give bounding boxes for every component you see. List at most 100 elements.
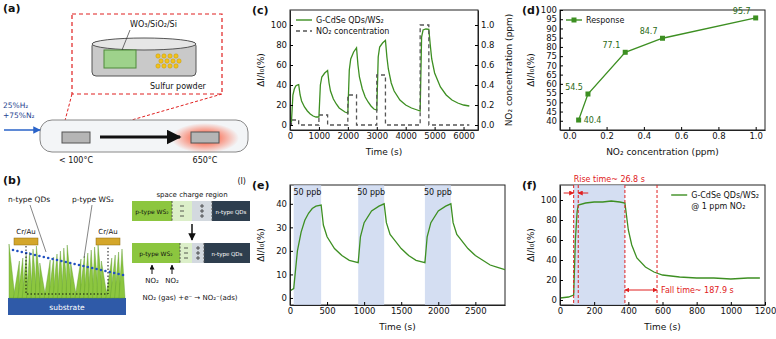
tick: 0.2 (600, 127, 614, 141)
exposure-band (358, 185, 384, 305)
tick: 0.6 (675, 127, 689, 141)
tick-mark (560, 10, 563, 11)
tick: 2000 (338, 127, 360, 141)
tick: 85 (546, 33, 563, 43)
y-axis: 404550556065707580859095100 (541, 5, 563, 130)
quantum-dot (69, 262, 72, 265)
boat (191, 132, 219, 143)
sulfur-grain (159, 59, 163, 63)
series-line (579, 18, 756, 120)
tick-mark (290, 251, 293, 252)
tick: 400 (621, 302, 637, 316)
tick-mark (290, 125, 293, 126)
tick-mark (475, 65, 478, 66)
tick-label: 1000 (721, 306, 743, 316)
p-region (132, 243, 180, 263)
tick: 80 (276, 40, 293, 50)
figure-root: (a)WO₃/SiO₂/SiSulfur powder25%H₂+75%N₂< … (0, 0, 776, 339)
panel-label: (c) (252, 4, 269, 17)
depletion-minus (172, 201, 192, 221)
tick-mark (319, 127, 320, 130)
tick-mark (560, 28, 563, 29)
tick-label: 1500 (391, 306, 413, 316)
current-path (26, 246, 108, 294)
quartz-tube (40, 120, 248, 152)
quantum-dot (78, 264, 81, 267)
tick: 80 (546, 42, 563, 52)
depletion-plus (192, 243, 204, 263)
tick-label: 0 (282, 120, 287, 130)
tick: 500 (319, 302, 335, 316)
x-axis-title: NO₂ concentration (ppm) (606, 147, 719, 157)
x-axis-title: Time (s) (378, 322, 416, 332)
tick: 40 (276, 80, 293, 90)
tick: 60 (276, 60, 293, 70)
data-point (585, 92, 590, 97)
gas-arrow (4, 129, 40, 131)
data-label: 84.7 (640, 27, 658, 36)
n-label: n-type QDs (212, 251, 243, 258)
plot-frame (560, 10, 765, 130)
axis-line (560, 186, 561, 306)
quantum-dot (100, 269, 103, 272)
gas-arrow (152, 265, 153, 274)
tick-mark (475, 302, 476, 305)
plot-frame (290, 10, 478, 130)
tick: 20 (276, 246, 293, 256)
tick-mark (560, 200, 563, 201)
tick: 75 (546, 51, 563, 61)
tick: 1000 (721, 302, 743, 316)
powder-label: Sulfur powder (150, 82, 207, 91)
sulfur-grain (156, 64, 160, 68)
ws2-label: p-type WS₂ (72, 195, 114, 204)
quantum-dot (51, 258, 54, 261)
sulfur-grain (168, 64, 172, 68)
data-point (623, 50, 628, 55)
plus-sign (198, 246, 199, 250)
y-axis-title: ΔI/I₀(%) (526, 228, 536, 262)
y-axis: 010203040 (276, 186, 293, 306)
tick-label: 1200 (755, 306, 776, 316)
quantum-dot (21, 251, 24, 254)
tick-mark (475, 25, 478, 26)
tick: 3000 (366, 127, 388, 141)
tick-label: 60 (546, 79, 557, 89)
minus-sign (184, 258, 188, 259)
quantum-dot (65, 261, 68, 264)
zone-label: 650°C (193, 156, 218, 165)
axis-line (290, 186, 291, 306)
tick: 0.4 (638, 127, 652, 141)
tick-label: 200 (587, 306, 603, 316)
y-axis-title: ΔI/I₀(%) (526, 53, 536, 87)
sulfur-grain (162, 64, 166, 68)
tick-label: 55 (546, 88, 557, 98)
tick-mark (290, 298, 293, 299)
tick-label: 0 (288, 306, 293, 316)
junction-boundary (212, 201, 213, 221)
quantum-dot (87, 266, 90, 269)
tick-label: 1000 (309, 131, 331, 141)
band-label: 50 ppb (357, 188, 385, 197)
chart-panel: 40.454.577.184.795.70.00.20.40.60.81.040… (522, 4, 766, 157)
quantum-dot (91, 267, 94, 270)
tick: 30 (276, 223, 293, 233)
tick-label: 65 (546, 70, 557, 80)
electrode (96, 238, 120, 245)
sulfur-grain (174, 54, 178, 58)
tick: 0 (282, 293, 293, 303)
tick-label: 20 (276, 100, 287, 110)
tick-mark (290, 204, 293, 205)
legend-label: Response (586, 16, 625, 25)
plus-sign (202, 204, 203, 208)
sulfur-grain (168, 54, 172, 58)
tick-label: 60 (546, 235, 557, 245)
tick-mark (560, 240, 563, 241)
quantum-dot (82, 265, 85, 268)
chart-panel: 50 ppb50 ppb50 ppb0500100015002000250001… (252, 179, 506, 332)
x-axis-title: Time (s) (365, 147, 403, 157)
tick: 0 (552, 295, 563, 305)
tick-mark (731, 302, 732, 305)
tick-label: 0.4 (638, 131, 652, 141)
interval-edge (573, 185, 574, 305)
tick: 95 (546, 14, 563, 24)
